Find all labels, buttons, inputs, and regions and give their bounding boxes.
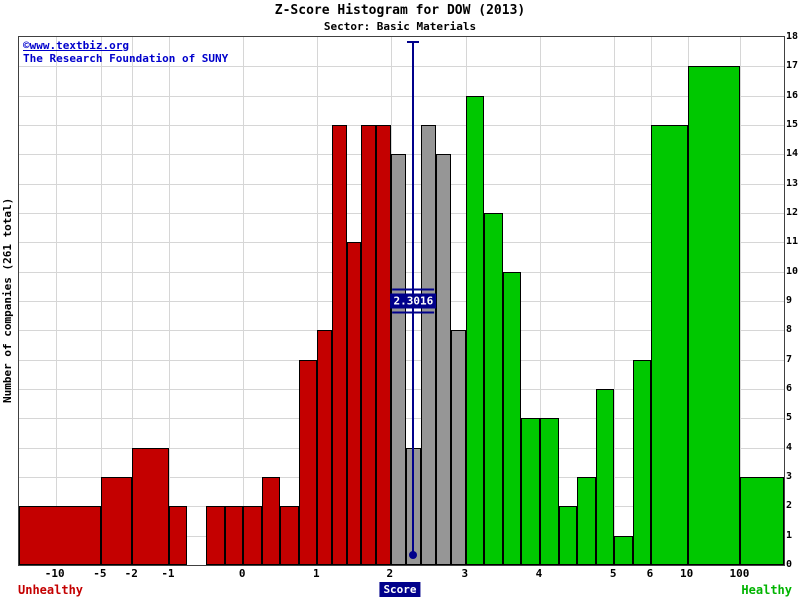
histogram-bar (132, 447, 169, 565)
y-tick-label: 8 (786, 324, 793, 336)
x-tick-label: -1 (161, 567, 175, 580)
histogram-bar (740, 477, 784, 565)
gridline-vertical (243, 37, 245, 565)
gridline-horizontal (19, 66, 784, 68)
x-axis-tick-labels: -10 -5 -2 -1 0 1 2 3 4 5 6 10 100 (18, 567, 783, 581)
gridline-vertical (132, 37, 134, 565)
y-tick-label: 14 (786, 148, 799, 160)
y-tick-label: 15 (786, 119, 799, 130)
y-tick-label: 2 (786, 500, 793, 512)
histogram-bar (224, 506, 244, 565)
marker-label-group: 2.3016 (390, 288, 437, 314)
chart-subtitle: Sector: Basic Materials (323, 20, 477, 33)
x-tick-label: 6 (646, 567, 654, 580)
histogram-bar (595, 389, 615, 565)
unhealthy-label: Unhealthy (18, 583, 84, 597)
histogram-bar (484, 213, 503, 565)
histogram-bar (298, 359, 318, 565)
histogram-bar (420, 125, 436, 565)
y-tick-label: 1 (786, 529, 793, 541)
x-tick-label: 5 (609, 567, 617, 580)
x-tick-label: 1 (313, 567, 320, 580)
histogram-bar (435, 154, 451, 565)
gridline-vertical (740, 37, 742, 565)
y-tick-label: 5 (786, 412, 793, 424)
y-tick-label: 0 (786, 559, 793, 570)
marker-bottom-dot (409, 551, 418, 559)
histogram-bar (390, 154, 406, 565)
plot-area: ©www.textbiz.org The Research Foundation… (18, 36, 785, 566)
marker-value-label: 2.3016 (390, 293, 437, 309)
gridline-vertical (317, 37, 319, 565)
healthy-label: Healthy (741, 583, 792, 597)
histogram-bar (614, 535, 633, 565)
watermark-link[interactable]: ©www.textbiz.org (23, 39, 129, 52)
gridline-vertical (100, 37, 102, 565)
marker-lower-cap (392, 311, 435, 314)
x-tick-label: 2 (386, 567, 394, 580)
y-tick-label: 17 (786, 60, 799, 72)
y-tick-label: 3 (786, 471, 793, 482)
gridline-horizontal (19, 95, 784, 97)
y-axis-label: Number of companies (261 total) (1, 197, 14, 403)
x-tick-label: 100 (729, 567, 750, 580)
histogram-bar (280, 506, 299, 565)
y-tick-label: 18 (786, 31, 799, 42)
x-axis-title: Score (379, 582, 421, 597)
histogram-bar (521, 418, 540, 565)
y-tick-label: 9 (786, 295, 793, 306)
histogram-bar (650, 125, 688, 565)
histogram-bar (465, 95, 485, 565)
y-tick-label: 16 (786, 89, 799, 101)
y-tick-label: 6 (786, 383, 793, 394)
histogram-bar (19, 506, 101, 565)
histogram-bar (332, 125, 347, 565)
y-tick-label: 12 (786, 207, 799, 218)
histogram-bar (558, 506, 578, 565)
y-tick-label: 13 (786, 177, 799, 189)
gridline-vertical (168, 37, 170, 565)
histogram-bar (577, 477, 596, 565)
histogram-bar (687, 66, 741, 565)
gridline-horizontal (19, 125, 784, 126)
histogram-bar (450, 330, 466, 565)
histogram-bar (632, 359, 651, 565)
histogram-bar (243, 506, 262, 565)
marker-upper-cap (392, 288, 435, 291)
x-tick-label: 3 (461, 567, 469, 580)
y-tick-label: 10 (786, 265, 799, 277)
histogram-bar (346, 242, 362, 565)
x-tick-label: -2 (124, 567, 138, 580)
histogram-bar (168, 506, 188, 565)
x-tick-label: -10 (44, 567, 65, 580)
watermark-org: The Research Foundation of SUNY (23, 52, 229, 65)
histogram-bar (376, 125, 391, 565)
y-tick-label: 11 (786, 236, 799, 248)
gridline-vertical (55, 37, 57, 565)
histogram-bar (502, 271, 522, 565)
histogram-bar (100, 477, 133, 565)
histogram-bar (206, 506, 225, 565)
y-axis-tick-labels: 0 1 2 3 4 5 6 7 8 9 10 11 12 13 14 15 16 17 18 (786, 31, 800, 570)
chart-title: Z-Score Histogram for DOW (2013) (274, 3, 526, 18)
x-tick-label: -5 (93, 567, 107, 580)
x-tick-label: 10 (679, 567, 694, 580)
histogram-bar (361, 125, 377, 565)
x-tick-label: 0 (238, 567, 246, 580)
histogram-bar (317, 330, 333, 565)
gridline-vertical (614, 37, 616, 565)
watermark: ©www.textbiz.org The Research Foundation… (23, 39, 228, 65)
histogram-bar (261, 477, 281, 565)
x-tick-label: 4 (535, 567, 543, 580)
y-tick-label: 4 (786, 441, 793, 453)
gridline-vertical (539, 37, 541, 565)
y-tick-label: 7 (786, 353, 793, 365)
histogram-bar (539, 418, 559, 565)
